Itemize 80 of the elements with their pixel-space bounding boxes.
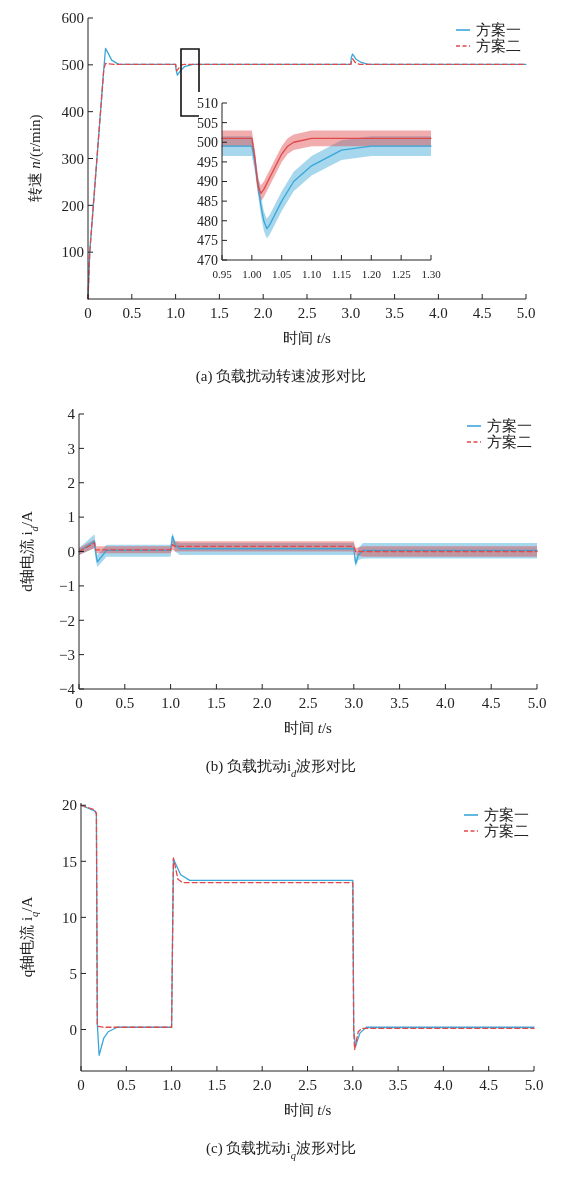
y-tick-label: −1 bbox=[59, 578, 75, 595]
y-tick-label: 15 bbox=[62, 853, 77, 870]
y-tick-label: 3 bbox=[67, 440, 75, 457]
text: (a) 负载扰动转速波形对比 bbox=[195, 368, 367, 385]
y-tick-label: 500 bbox=[197, 135, 218, 151]
legend-label: 方案一 bbox=[476, 22, 521, 38]
y-tick-label: 20 bbox=[62, 797, 77, 814]
x-tick-label: 2.0 bbox=[253, 305, 273, 321]
y-tick-label: 1 bbox=[67, 509, 75, 526]
x-tick-label: 3.0 bbox=[343, 1077, 363, 1093]
y-tick-label: 0 bbox=[69, 1021, 77, 1038]
x-tick-label: 0.5 bbox=[116, 1077, 136, 1093]
x-axis-title: 时间 t/s bbox=[283, 330, 332, 346]
x-tick-label: 1.05 bbox=[272, 268, 292, 280]
y-tick-label: 475 bbox=[197, 233, 218, 249]
x-tick-label: 0.5 bbox=[115, 695, 135, 711]
x-tick-label: 1.0 bbox=[162, 1077, 181, 1093]
legend-label: 方案一 bbox=[484, 807, 529, 823]
legend-label: 方案二 bbox=[487, 434, 532, 450]
x-tick-label: 4.5 bbox=[481, 695, 501, 711]
x-tick-label: 1.20 bbox=[361, 268, 382, 280]
x-tick-label: 2.5 bbox=[298, 1077, 317, 1093]
y-tick-label: 2 bbox=[67, 475, 75, 491]
legend-label: 方案一 bbox=[487, 418, 532, 434]
y-tick-label: 470 bbox=[197, 252, 218, 268]
x-tick-label: 1.30 bbox=[421, 268, 442, 280]
y-tick-label: 300 bbox=[61, 150, 84, 167]
y-tick-label: 490 bbox=[197, 174, 218, 190]
y-tick-label: 485 bbox=[197, 194, 218, 210]
x-tick-label: 5.0 bbox=[516, 305, 536, 321]
y-tick-label: 5 bbox=[69, 965, 77, 982]
x-tick-label: 2.5 bbox=[298, 695, 318, 711]
x-tick-label: 0.95 bbox=[212, 268, 233, 280]
y-tick-label: 480 bbox=[197, 213, 218, 229]
y-tick-label: 4 bbox=[67, 406, 76, 423]
x-tick-label: 3.5 bbox=[385, 305, 404, 321]
y-axis-title: 转速 n/(r/min) bbox=[27, 114, 44, 203]
y-tick-label: 400 bbox=[61, 103, 84, 120]
x-tick-label: 1.5 bbox=[207, 695, 226, 711]
x-tick-label: 2.5 bbox=[297, 305, 317, 321]
x-tick-label: 1.25 bbox=[391, 268, 412, 280]
y-tick-label: −2 bbox=[59, 612, 75, 629]
x-tick-label: 2.0 bbox=[252, 695, 272, 711]
text: (c) 负载扰动i$_{q}$波形对比 bbox=[206, 1140, 356, 1161]
x-tick-label: 4.0 bbox=[436, 695, 455, 711]
y-tick-label: 10 bbox=[62, 909, 77, 926]
x-tick-label: 2.0 bbox=[252, 1077, 272, 1093]
y-tick-label: 200 bbox=[61, 197, 84, 214]
x-tick-label: 1.0 bbox=[166, 305, 185, 321]
x-tick-label: 4.0 bbox=[429, 305, 448, 321]
y-tick-label: 510 bbox=[197, 95, 218, 111]
legend-label: 方案二 bbox=[476, 38, 521, 54]
x-tick-label: 3.0 bbox=[341, 305, 361, 321]
x-tick-label: 3.5 bbox=[390, 695, 409, 711]
legend-label: 方案二 bbox=[484, 823, 529, 839]
y-tick-label: 495 bbox=[197, 154, 218, 170]
x-axis-title: 时间 t/s bbox=[284, 720, 333, 736]
x-tick-label: 1.15 bbox=[331, 268, 352, 280]
x-tick-label: 4.5 bbox=[479, 1077, 499, 1093]
y-tick-label: 0 bbox=[67, 543, 75, 560]
y-tick-label: −3 bbox=[59, 646, 75, 663]
x-axis-title: 时间 t/s bbox=[283, 1102, 332, 1118]
x-tick-label: 1.0 bbox=[161, 695, 180, 711]
y-tick-label: 500 bbox=[61, 57, 84, 74]
x-tick-label: 1.10 bbox=[301, 268, 322, 280]
x-tick-label: 1.5 bbox=[207, 1077, 227, 1093]
y-tick-label: −4 bbox=[59, 681, 76, 698]
x-tick-label: 4.0 bbox=[434, 1077, 453, 1093]
x-tick-label: 4.5 bbox=[472, 305, 492, 321]
x-tick-label: 1.5 bbox=[210, 305, 229, 321]
x-tick-label: 5.0 bbox=[527, 695, 547, 711]
text: (b) 负载扰动i$_{d}$波形对比 bbox=[205, 758, 357, 779]
y-tick-label: 100 bbox=[61, 244, 84, 261]
y-tick-label: 600 bbox=[61, 10, 84, 27]
x-tick-label: 1.00 bbox=[242, 268, 262, 280]
y-tick-label: 505 bbox=[197, 115, 218, 131]
x-tick-label: 0.5 bbox=[122, 305, 142, 321]
x-tick-label: 5.0 bbox=[524, 1077, 544, 1093]
x-tick-label: 3.0 bbox=[344, 695, 364, 711]
x-tick-label: 3.5 bbox=[388, 1077, 408, 1093]
